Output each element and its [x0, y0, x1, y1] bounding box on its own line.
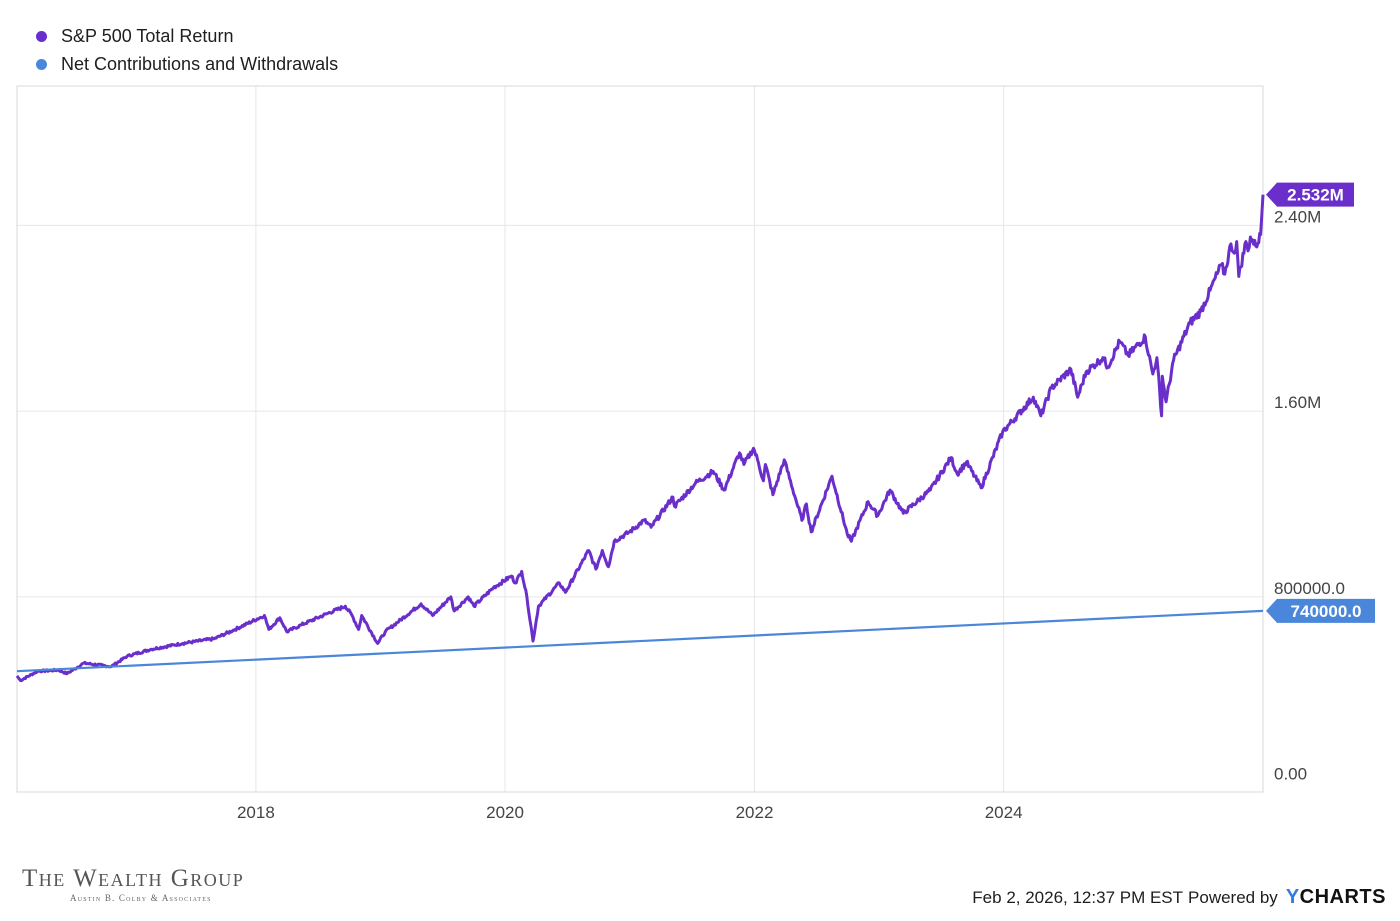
- series-line-contributions[interactable]: [16, 609, 1264, 673]
- wealth-group-logo: The Wealth Group Austin B. Colby & Assoc…: [22, 865, 245, 904]
- x-tick-label: 2022: [736, 803, 774, 822]
- line-chart[interactable]: 2018 2020 2022 2024 0.00 800000.0 1.60M 2.40M 2…: [0, 0, 1400, 860]
- legend-marker-contributions: [36, 58, 47, 70]
- x-tick-label: 2020: [486, 803, 524, 822]
- chart-timestamp: Feb 2, 2026, 12:37 PM EST: [972, 887, 1184, 907]
- ycharts-logo[interactable]: YCHARTS: [1286, 886, 1386, 909]
- chart-legend: S&P 500 Total Return Net Contributions a…: [36, 22, 338, 78]
- last-value-tags: 2.532M 740000.0: [1266, 182, 1375, 623]
- legend-item-sp500[interactable]: S&P 500 Total Return: [36, 22, 338, 50]
- footer-attribution: Feb 2, 2026, 12:37 PM EST Powered by YCH…: [972, 886, 1386, 909]
- axis-labels: 2018 2020 2022 2024 0.00 800000.0 1.60M 2.40M: [237, 207, 1345, 822]
- ycharts-logo-y: Y: [1285, 886, 1300, 908]
- x-tick-label: 2024: [985, 803, 1023, 822]
- series-layer: [15, 194, 1265, 683]
- gridlines: [17, 86, 1263, 792]
- logo-title: The Wealth Group: [22, 865, 245, 892]
- x-tick-label: 2018: [237, 803, 275, 822]
- last-value-tag-contributions: [1266, 598, 1375, 623]
- plot-area-border: [16, 85, 1264, 793]
- ycharts-logo-text: CHARTS: [1299, 886, 1386, 908]
- legend-label-sp500: S&P 500 Total Return: [61, 25, 234, 46]
- y-tick-label: 0.00: [1274, 765, 1307, 784]
- y-tick-label: 2.40M: [1274, 207, 1321, 226]
- series-line-sp500[interactable]: [15, 194, 1265, 683]
- powered-by-text: Powered by: [1188, 887, 1278, 907]
- last-value-tag-sp500: [1266, 182, 1354, 207]
- y-tick-label: 1.60M: [1274, 393, 1321, 412]
- last-value-label: 740000.0: [1291, 602, 1362, 621]
- y-tick-label: 800000.0: [1274, 579, 1345, 598]
- legend-item-contributions[interactable]: Net Contributions and Withdrawals: [36, 50, 338, 78]
- logo-subtitle: Austin B. Colby & Associates: [70, 893, 212, 903]
- last-value-label: 2.532M: [1287, 186, 1344, 205]
- legend-marker-sp500: [36, 30, 47, 42]
- legend-label-contributions: Net Contributions and Withdrawals: [61, 53, 339, 74]
